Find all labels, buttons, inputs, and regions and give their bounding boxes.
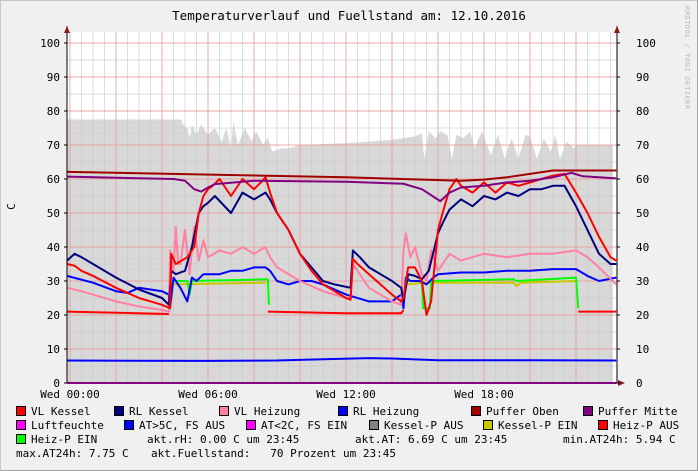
legend-swatch <box>471 406 481 416</box>
series-heiz-p-aus <box>267 309 405 315</box>
x-tick-label: Wed 12:00 <box>316 388 376 400</box>
fuellstand-area <box>67 119 613 383</box>
legend-swatch <box>114 406 124 416</box>
legend-swatch <box>598 420 608 430</box>
legend-label: Puffer Oben <box>486 405 559 418</box>
stat-max-at: max.AT24h: 7.75 C <box>16 447 129 460</box>
x-tick-label: Wed 06:00 <box>178 388 238 400</box>
x-axis-arrow-icon <box>618 380 625 386</box>
legend-label: RL Kessel <box>129 405 189 418</box>
y-tick-label: 80 <box>47 105 60 118</box>
legend-luftfeuchte: Luftfeuchte <box>16 419 104 432</box>
legend-label: Luftfeuchte <box>31 419 104 432</box>
legend-at-gt-5c: AT>5C, FS AUS <box>124 419 225 432</box>
stat-akt-at: akt.AT: 6.69 C um 23:45 <box>355 433 508 446</box>
legend-swatch <box>16 434 26 444</box>
legend-swatch <box>583 406 593 416</box>
y-tick-label-right: 80 <box>636 105 649 118</box>
legend-label: Heiz-P AUS <box>613 419 680 432</box>
legend-rl-kessel: RL Kessel <box>114 405 189 418</box>
y-tick-label: 10 <box>47 343 60 356</box>
legend-swatch <box>338 406 348 416</box>
legend-swatch <box>219 406 229 416</box>
legend-puffer-mitte: Puffer Mitte <box>583 405 677 418</box>
y-tick-label-right: 60 <box>636 173 649 186</box>
legend-heiz-p-aus: Heiz-P AUS <box>598 419 679 432</box>
series-puffer-mitte <box>66 171 617 203</box>
legend-label: VL Heizung <box>234 405 301 418</box>
legend-kessel-p-aus: Kessel-P AUS <box>369 419 463 432</box>
y-tick-label-right: 20 <box>636 309 649 322</box>
y-tick-label: 20 <box>47 309 60 322</box>
y-tick-label-right: 90 <box>636 71 649 84</box>
y-tick-label: 60 <box>47 173 60 186</box>
y-tick-label-right: 30 <box>636 275 649 288</box>
legend-swatch <box>16 420 26 430</box>
stat-min-at: min.AT24h: 5.94 C <box>563 433 676 446</box>
y-axis-right-arrow-icon <box>614 26 620 33</box>
series-heiz-p-aus <box>66 310 169 315</box>
watermark: RRDTOOL / TOBI OETIKER <box>683 6 691 110</box>
x-tick-label: Wed 00:00 <box>40 388 100 400</box>
legend-label: Kessel-P AUS <box>384 419 464 432</box>
legend-rl-heizung: RL Heizung <box>338 405 419 418</box>
y-tick-label: 90 <box>47 71 60 84</box>
y-tick-label-right: 100 <box>636 37 656 50</box>
legend-swatch <box>483 420 493 430</box>
legend-label: Puffer Mitte <box>598 405 678 418</box>
legend-swatch <box>124 420 134 430</box>
y-tick-label-right: 50 <box>636 207 649 220</box>
series-vl-heizung <box>66 225 617 313</box>
y-tick-label: 30 <box>47 275 60 288</box>
y-tick-label-right: 40 <box>636 241 649 254</box>
x-tick-label: Wed 18:00 <box>454 388 514 400</box>
legend-label: Kessel-P EIN <box>498 419 578 432</box>
legend-label: Heiz-P EIN <box>31 433 98 446</box>
legend-label: AT<2C, FS EIN <box>261 419 348 432</box>
legend-label: AT>5C, FS AUS <box>139 419 226 432</box>
y-tick-label: 100 <box>40 37 60 50</box>
y-tick-label: 70 <box>47 139 60 152</box>
y-tick-label-right: 70 <box>636 139 649 152</box>
stat-akt-rh: akt.rH: 0.00 C um 23:45 <box>147 433 300 446</box>
chart-plot: 0 0 10 10 20 20 30 30 40 40 50 50 60 60 70 70 80 80 90 90 10… <box>40 26 656 400</box>
legend-heiz-p-ein: Heiz-P EIN <box>16 433 97 446</box>
legend-swatch <box>369 420 379 430</box>
legend-vl-heizung: VL Heizung <box>219 405 300 418</box>
y-tick-label: 50 <box>47 207 60 220</box>
legend-kessel-p-ein: Kessel-P EIN <box>483 419 577 432</box>
y-axis-arrow-icon <box>64 26 70 33</box>
legend-at-lt-2c: AT<2C, FS EIN <box>246 419 347 432</box>
legend-swatch <box>246 420 256 430</box>
chart-title: Temperaturverlauf und Fuellstand am: 12.… <box>172 8 526 23</box>
y-tick-label-right: 10 <box>636 343 649 356</box>
series-puffer-oben <box>66 169 617 182</box>
legend-swatch <box>16 406 26 416</box>
legend-label: VL Kessel <box>31 405 91 418</box>
legend-vl-kessel: VL Kessel <box>16 405 91 418</box>
legend-label: RL Heizung <box>353 405 420 418</box>
stat-fuellstand: akt.Fuellstand: 70 Prozent um 23:45 <box>151 447 397 460</box>
y-tick-label: 40 <box>47 241 60 254</box>
y-tick-label-right: 0 <box>636 377 643 390</box>
series-at-5c-fs-aus <box>67 357 617 362</box>
legend-puffer-oben: Puffer Oben <box>471 405 559 418</box>
y-tick-label: 0 <box>53 377 60 390</box>
